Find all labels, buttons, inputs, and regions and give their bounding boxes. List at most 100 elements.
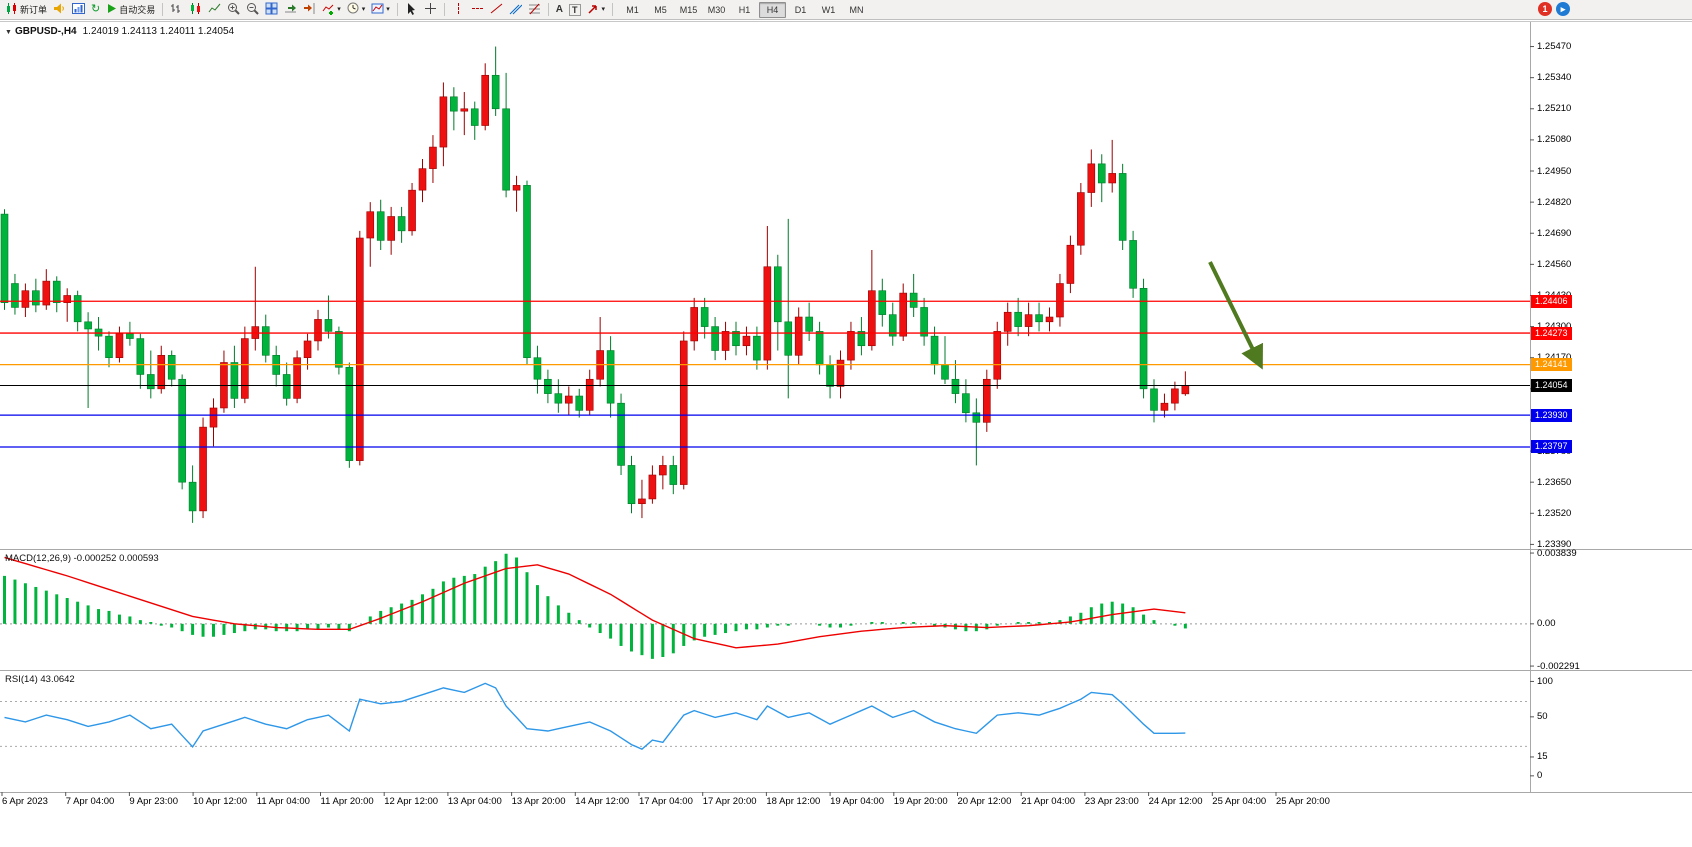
candle-body	[1045, 316, 1054, 323]
line-chart-icon	[208, 2, 221, 17]
candle-body	[920, 307, 928, 337]
timeframe-m15-button[interactable]: M15	[679, 4, 698, 15]
new-order-button[interactable]: 新订单	[2, 1, 50, 19]
candle-body	[429, 146, 437, 169]
fibonacci-button[interactable]	[525, 1, 544, 19]
refresh-button[interactable]: ↻	[88, 1, 103, 19]
symbol-period-label: GBPUSD-,H4	[14, 26, 77, 37]
crosshair-button[interactable]	[421, 1, 440, 19]
zoom-out-button[interactable]	[243, 1, 262, 19]
periods-button[interactable]: ▾	[344, 1, 369, 19]
candle-body	[564, 395, 573, 404]
chart-area[interactable]: ▼ GBPUSD-,H4 1.24019 1.24113 1.24011 1.240…	[0, 13, 1692, 847]
templates-button[interactable]: ▾	[368, 1, 393, 19]
candle-body	[805, 316, 813, 332]
candle-body	[1171, 388, 1179, 404]
line-chart-button[interactable]	[205, 1, 224, 19]
macd-label: MACD(12,26,9) -0.000252 0.000593	[5, 553, 159, 564]
horizontal-line-button[interactable]	[468, 1, 487, 19]
chart-title: ▼ GBPUSD-,H4 1.24019 1.24113 1.24011 1.240…	[5, 26, 234, 37]
text-tool-icon: A	[555, 4, 564, 15]
candle-body	[21, 290, 30, 308]
price-tick-label: 1.24690	[1537, 227, 1572, 239]
chart-shift-button[interactable]	[300, 1, 319, 19]
rsi-scale-label: 0	[1537, 770, 1543, 782]
timeframe-m1-button[interactable]: M1	[626, 4, 639, 15]
candle-body	[345, 366, 354, 461]
rsi-value: 43.0642	[40, 674, 75, 685]
chart-window-icon	[72, 2, 86, 17]
cursor-button[interactable]	[402, 1, 421, 19]
timeframe-h4-button[interactable]: H4	[759, 1, 787, 18]
candle-body	[659, 465, 667, 476]
sound-button[interactable]	[50, 1, 69, 19]
macd-signal-line	[4, 556, 1186, 649]
toolbar-separator	[443, 3, 445, 16]
candle-body	[1077, 192, 1085, 246]
chart-dropdown-icon[interactable]: ▼	[5, 29, 12, 36]
text-label-button[interactable]: T	[566, 1, 584, 19]
price-line-tag: 1.24273	[1531, 326, 1572, 340]
candle-body	[418, 168, 427, 191]
timeframe-w1-button[interactable]: W1	[821, 4, 836, 15]
candle-body	[481, 74, 490, 126]
community-icon[interactable]: ▸	[1556, 2, 1570, 16]
bars-chart-button[interactable]	[167, 1, 186, 19]
time-axis-label: 19 Apr 20:00	[893, 796, 948, 807]
time-axis-label: 21 Apr 04:00	[1021, 796, 1076, 807]
vertical-line-button[interactable]	[449, 1, 468, 19]
time-axis-label: 13 Apr 20:00	[511, 796, 566, 807]
new-order-label: 新订单	[20, 5, 48, 15]
arrows-caret-icon: ▾	[601, 6, 606, 13]
candle-body	[188, 481, 197, 512]
price-line-tag: 1.23797	[1531, 440, 1572, 454]
candles-chart-icon	[189, 2, 202, 17]
candle-body	[105, 335, 113, 359]
toolbar-separator	[396, 3, 398, 16]
candle-body	[784, 321, 793, 356]
price-line-tag: 1.23930	[1531, 408, 1572, 422]
candle-body	[63, 295, 72, 303]
candle-body	[847, 331, 855, 361]
price-tick-label: 1.25470	[1537, 41, 1572, 53]
trend-arrow-object[interactable]	[1208, 261, 1263, 370]
candle-body	[773, 266, 782, 323]
notification-badge[interactable]: 1	[1538, 2, 1552, 16]
candle-body	[241, 338, 249, 399]
rsi-label: RSI(14) 43.0642	[5, 674, 75, 685]
auto-scroll-button[interactable]	[281, 1, 300, 19]
horizontal-line-icon	[471, 2, 484, 17]
channel-button[interactable]	[506, 1, 525, 19]
text-tool-button[interactable]: A	[553, 1, 566, 19]
autotrading-button[interactable]: 自动交易	[103, 1, 158, 19]
timeframe-mn-button[interactable]: MN	[849, 4, 864, 15]
candle-body	[1056, 283, 1064, 318]
timeframe-m5-button[interactable]: M5	[654, 4, 667, 15]
timeframe-h1-button[interactable]: H1	[738, 4, 751, 15]
time-axis-label: 19 Apr 04:00	[830, 796, 884, 807]
time-axis-label: 6 Apr 2023	[2, 796, 48, 807]
candle-body	[0, 213, 9, 303]
candle-body	[1035, 314, 1043, 323]
candle-body	[700, 307, 709, 327]
arrows-tool-button[interactable]: ▾	[584, 1, 609, 19]
indicators-button[interactable]: ▾	[319, 1, 344, 19]
timeframe-d1-button[interactable]: D1	[794, 4, 807, 15]
candles-chart-button[interactable]	[186, 1, 205, 19]
zoom-in-button[interactable]	[224, 1, 243, 19]
timeframe-m30-button[interactable]: M30	[707, 4, 726, 15]
chart-window-button[interactable]	[69, 1, 88, 19]
candle-body	[1003, 311, 1012, 332]
candle-body	[460, 108, 469, 112]
macd-name: MACD(12,26,9)	[5, 553, 71, 564]
time-axis-label: 13 Apr 04:00	[447, 796, 502, 807]
time-axis-label: 18 Apr 12:00	[766, 796, 821, 807]
price-tick-label: 1.25210	[1537, 103, 1572, 115]
trendline-button[interactable]	[487, 1, 506, 19]
tile-windows-button[interactable]	[262, 1, 281, 19]
periods-icon	[347, 2, 360, 17]
candle-body	[794, 316, 803, 356]
candle-body	[1024, 314, 1033, 327]
